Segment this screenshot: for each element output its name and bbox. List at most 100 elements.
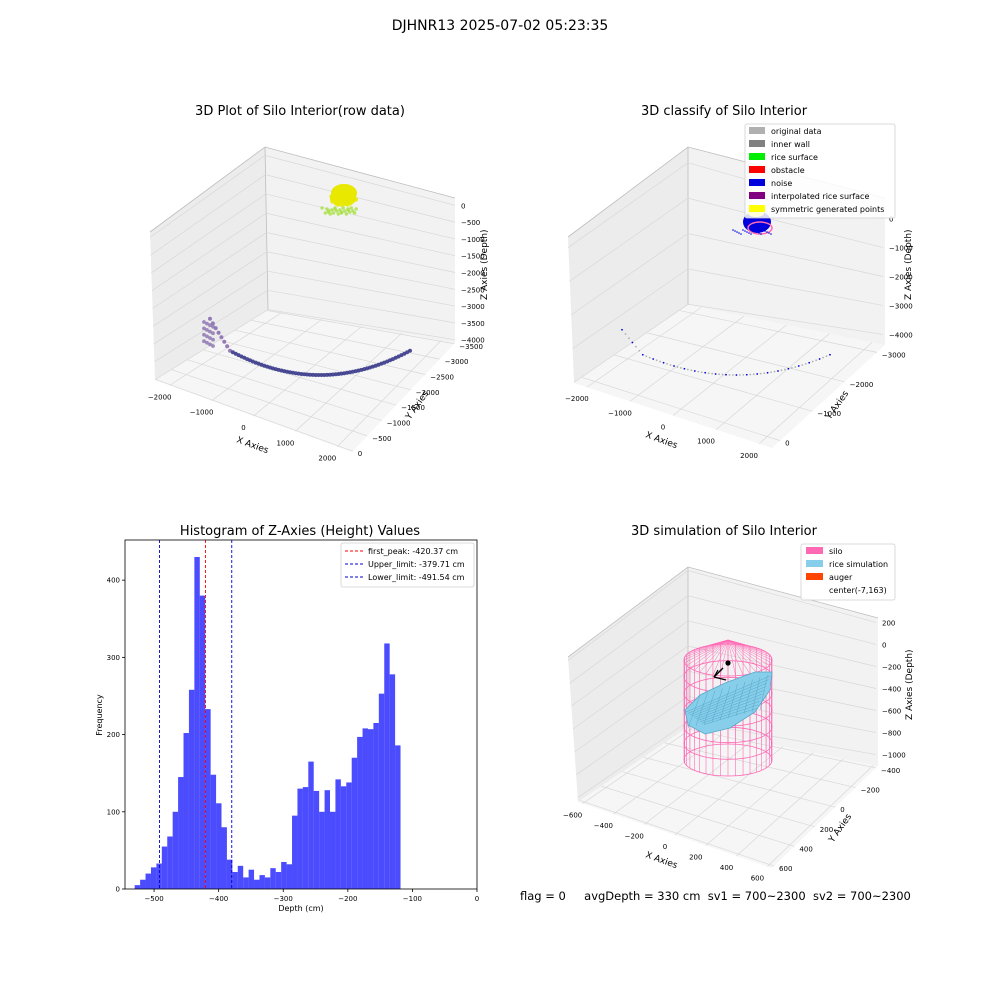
wall-point (322, 372, 327, 377)
y-tick-label: −1000 (817, 410, 841, 418)
legend-swatch (806, 560, 823, 567)
wall-point (211, 344, 215, 348)
hist-bar (395, 745, 401, 889)
y-tick-label: −500 (372, 435, 391, 443)
y-tick-label: 200 (107, 731, 120, 739)
hist-bar (308, 761, 314, 889)
noise-point (766, 231, 768, 233)
z-tick-label: 0 (461, 202, 465, 210)
panel1-pane-back (149, 146, 456, 452)
panel1-x-ticks: −2000 −1000 0 1000 2000 (148, 393, 336, 462)
wall-point (808, 361, 811, 364)
wall-point (208, 323, 212, 328)
y-tick-label: −400 (881, 767, 900, 775)
wall-point (655, 359, 658, 362)
wall-point (683, 367, 686, 370)
x-tick-label: 0 (663, 843, 667, 851)
x-tick-label: 200 (689, 853, 702, 861)
panel2-grid (567, 162, 884, 445)
hist-bar (183, 733, 189, 889)
hist-bar (145, 873, 151, 889)
silo-roof-line (699, 639, 729, 673)
z-tick-label: −1500 (461, 253, 485, 261)
panel4-title: 3D simulation of Silo Interior (631, 524, 817, 539)
hist-bar (329, 811, 336, 889)
y-tick-label: −200 (861, 787, 880, 795)
wall-point (202, 332, 206, 337)
wall-point (634, 345, 637, 348)
silo-roof-line (727, 639, 770, 655)
y-tick-label: −3500 (459, 343, 483, 351)
panel2-y-ticks: 0 −1000 −2000 −3000 (785, 351, 906, 447)
panel3-bars (134, 556, 401, 889)
hist-bar (275, 872, 282, 889)
noise-point (754, 230, 756, 232)
surface-point (341, 206, 345, 210)
surface-point (333, 207, 337, 211)
wall-point (676, 366, 679, 368)
hist-bar (254, 879, 260, 889)
wall-point (770, 371, 772, 374)
panel1-grid (149, 155, 456, 452)
y-tick-label: −1000 (387, 420, 411, 428)
wall-point (777, 370, 779, 372)
wall-point (638, 349, 641, 352)
wall-point (732, 374, 734, 376)
wall-point (680, 366, 682, 369)
noise-point (748, 232, 750, 234)
noise-point (746, 231, 748, 233)
panel1-z-ticks: 0 −500 −1000 −1500 −2000 −2500 −3000 −3500 −4000 (461, 202, 485, 344)
panel4-legend: silo rice simulation auger center(-7,163) (800, 543, 896, 601)
wall-point (202, 320, 206, 324)
wall-point (330, 372, 335, 377)
wall-point (686, 368, 689, 371)
wall-point (704, 371, 707, 374)
wall-point (205, 321, 209, 326)
surface-point (344, 212, 349, 216)
legend-label: auger (829, 573, 853, 582)
wall-point (313, 372, 318, 377)
wall-point (648, 356, 651, 359)
x-tick-label: −400 (594, 822, 613, 830)
panel4-center-point (725, 660, 731, 666)
panel4-y-ticks: 600 400 200 0 −200 −400 (779, 767, 900, 873)
wall-point (669, 364, 672, 366)
x-tick-label: 1000 (277, 439, 295, 447)
hist-bar (243, 877, 249, 889)
hist-bar (205, 709, 211, 889)
wall-point (700, 371, 703, 374)
panel3-xlabel: Depth (cm) (278, 904, 323, 913)
wall-point (766, 371, 769, 374)
noise-point (768, 232, 770, 234)
flag-text: flag = 0 (520, 889, 566, 903)
hist-bar (167, 836, 173, 889)
legend-swatch (749, 192, 765, 199)
wall-point (222, 339, 227, 344)
wall-point (628, 337, 630, 340)
silo-roof-line (727, 639, 772, 658)
legend-label: rice simulation (829, 560, 888, 569)
y-tick-label: −2500 (430, 373, 454, 381)
wall-point (208, 336, 212, 340)
hist-bar (248, 869, 255, 889)
hist-bar (226, 859, 233, 889)
wall-point (804, 362, 807, 365)
z-tick-label: −2000 (461, 270, 485, 278)
legend-label: obstacle (771, 166, 805, 175)
wall-point (811, 360, 814, 363)
panel3-frame (124, 539, 478, 890)
legend-swatch (806, 573, 823, 580)
x-tick-label: −2000 (565, 395, 589, 403)
wall-point (310, 372, 315, 377)
hist-bar (292, 815, 298, 889)
x-tick-label: 2000 (740, 452, 758, 460)
wall-point (211, 337, 215, 342)
wall-point (325, 372, 330, 377)
noise-point (762, 229, 764, 231)
wall-point (763, 372, 766, 375)
wall-point (328, 372, 332, 377)
y-tick-label: 0 (840, 806, 844, 814)
z-tick-label: 0 (882, 641, 886, 649)
